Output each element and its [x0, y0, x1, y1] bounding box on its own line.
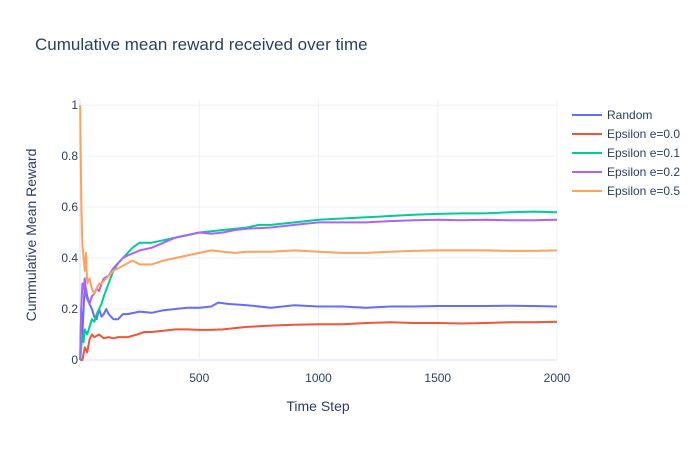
y-tick-label: 0.6: [61, 200, 78, 214]
x-tick-label: 500: [189, 371, 209, 385]
x-axis-title: Time Step: [286, 398, 349, 414]
series-lines: [79, 105, 558, 361]
y-tick-label: 1: [71, 98, 78, 112]
x-tick-label: 2000: [544, 371, 571, 385]
legend-label: Epsilon e=0.1: [607, 146, 680, 160]
x-axis-ticks: 500 1000 1500 2000: [189, 371, 570, 385]
y-tick-label: 0.4: [61, 251, 78, 265]
x-tick-label: 1500: [424, 371, 451, 385]
series-line-4: [79, 105, 558, 295]
y-axis-title: Cummulative Mean Reward: [23, 149, 39, 322]
series-line-2: [79, 210, 558, 361]
y-tick-label: 0.8: [61, 149, 78, 163]
legend-label: Epsilon e=0.0: [607, 127, 680, 141]
y-tick-label: 0.2: [61, 302, 78, 316]
y-tick-label: 0: [71, 353, 78, 367]
legend-label: Epsilon e=0.2: [607, 165, 680, 179]
legend-label: Random: [607, 108, 652, 122]
legend-label: Epsilon e=0.5: [607, 184, 680, 198]
series-line-3: [79, 218, 558, 361]
legend: Random Epsilon e=0.0 Epsilon e=0.1 Epsilon …: [572, 108, 680, 198]
grid: [79, 100, 558, 361]
series-line-1: [80, 320, 558, 361]
chart-title: Cumulative mean reward received over tim…: [35, 35, 368, 54]
y-axis-ticks: 0 0.2 0.4 0.6 0.8 1: [61, 98, 78, 367]
x-tick-label: 1000: [305, 371, 332, 385]
